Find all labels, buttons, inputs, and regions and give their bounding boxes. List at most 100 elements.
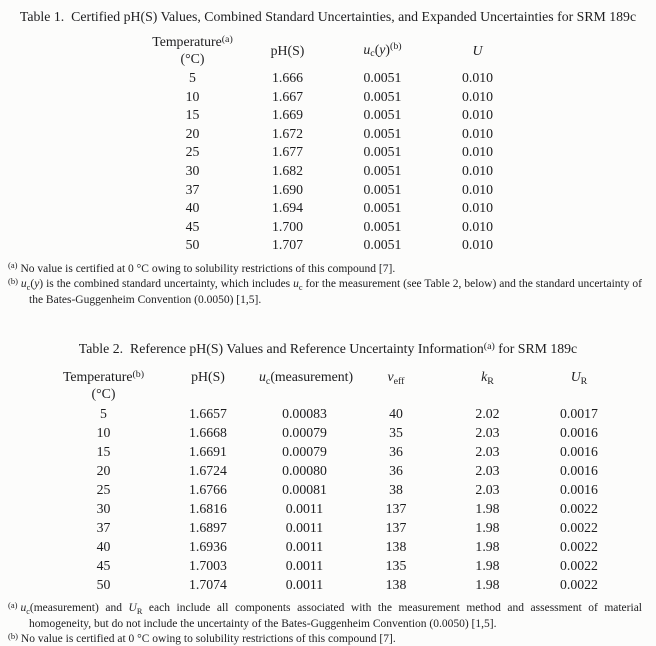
- ph-cell: 1.6897: [189, 520, 227, 536]
- table1-row: 20 1.672 0.0051 0.010: [145, 125, 525, 144]
- ph-cell: 1.6657: [189, 406, 227, 422]
- table1-header-temperature-unit: (°C): [180, 51, 205, 66]
- ur-cell: 0.0016: [560, 482, 598, 498]
- expanded-uncertainty-cell: 0.010: [461, 200, 494, 216]
- table2-title: Table 2. Reference pH(S) Values and Refer…: [0, 341, 656, 359]
- veff-cell: 137: [385, 501, 407, 517]
- table1-title-label: Table 1.: [19, 9, 65, 24]
- temperature-cell: 50: [96, 577, 111, 593]
- table1-footnote-b: (b) uc(y) is the combined standard uncert…: [8, 275, 642, 308]
- table2-row: 10 1.6668 0.00079 35 2.03 0.0016: [50, 423, 625, 442]
- expanded-uncertainty-cell: 0.010: [461, 88, 494, 104]
- expanded-uncertainty-cell: 0.010: [461, 70, 494, 85]
- table1-footnote-a-text: No value is certified at 0 °C owing to s…: [20, 262, 396, 275]
- table2-header-temperature-unit: (°C): [91, 386, 116, 402]
- table1-header-expanded-uncertainty-label: U: [472, 42, 483, 58]
- temperature-cell: 37: [185, 181, 200, 197]
- temperature-cell: 45: [96, 558, 111, 574]
- table2-row: 5 1.6657 0.00083 40 2.02 0.0017: [50, 404, 625, 423]
- table1-header-uc: uc(y)(b): [335, 34, 430, 69]
- table2-header-veff: veff: [350, 369, 442, 404]
- temperature-cell: 40: [185, 200, 200, 216]
- table2-header-temperature: Temperature(b) (°C): [50, 369, 157, 404]
- uc-measurement-cell: 0.00079: [282, 425, 327, 441]
- table2-header-uc-measurement: uc(measurement): [259, 369, 353, 404]
- temperature-cell: 5: [189, 70, 196, 85]
- table1-row: 15 1.669 0.0051 0.010: [145, 106, 525, 125]
- temperature-cell: 30: [96, 501, 111, 517]
- table2: Temperature(b) (°C) pH(S) uc(measurement…: [50, 369, 625, 594]
- ph-cell: 1.7074: [189, 577, 227, 593]
- kr-cell: 1.98: [475, 501, 500, 517]
- ur-cell: 0.0016: [560, 444, 598, 460]
- table2-body: 5 1.6657 0.00083 40 2.02 0.0017 10 1.666…: [50, 404, 625, 594]
- temperature-cell: 37: [96, 520, 111, 536]
- temperature-cell: 15: [96, 444, 111, 460]
- ph-cell: 1.707: [271, 237, 304, 253]
- ph-cell: 1.6936: [189, 539, 227, 555]
- uc-cell: 0.0051: [363, 88, 402, 104]
- table2-row: 15 1.6691 0.00079 36 2.03 0.0016: [50, 442, 625, 461]
- uc-measurement-cell: 0.00079: [282, 444, 327, 460]
- table1-title-text: Certified pH(S) Values, Combined Standar…: [71, 9, 637, 24]
- table1-row: 10 1.667 0.0051 0.010: [145, 88, 525, 107]
- ur-cell: 0.0016: [560, 463, 598, 479]
- ur-cell: 0.0022: [560, 520, 598, 536]
- uc-measurement-cell: 0.00080: [282, 463, 327, 479]
- kr-cell: 1.98: [475, 539, 500, 555]
- temperature-cell: 25: [185, 144, 200, 160]
- table1-section: Table 1. Certified pH(S) Values, Combined…: [0, 9, 656, 308]
- uc-cell: 0.0051: [363, 181, 402, 197]
- veff-cell: 40: [389, 406, 403, 422]
- uc-measurement-cell: 0.0011: [285, 539, 324, 555]
- temperature-cell: 10: [96, 425, 111, 441]
- temperature-cell: 20: [185, 125, 200, 141]
- footnote-marker-a: (a): [8, 260, 18, 271]
- uc-measurement-cell: 0.0011: [285, 520, 324, 536]
- table1: Temperature(a) (°C) pH(S) uc(y)(b) U 5 1…: [145, 34, 525, 255]
- temperature-cell: 10: [185, 88, 200, 104]
- table2-row: 45 1.7003 0.0011 135 1.98 0.0022: [50, 556, 625, 575]
- uc-measurement-cell: 0.0011: [285, 577, 324, 593]
- ur-cell: 0.0022: [560, 558, 598, 574]
- table1-row: 5 1.666 0.0051 0.010: [145, 69, 525, 88]
- footnote-marker-b: (b): [8, 275, 18, 286]
- table1-header: Temperature(a) (°C) pH(S) uc(y)(b) U: [145, 34, 525, 69]
- table1-header-temperature-main: Temperature(a): [152, 33, 233, 49]
- kr-cell: 2.03: [475, 463, 500, 479]
- ur-cell: 0.0022: [560, 539, 598, 555]
- expanded-uncertainty-cell: 0.010: [461, 237, 494, 253]
- expanded-uncertainty-cell: 0.010: [461, 107, 494, 123]
- table1-row: 50 1.707 0.0051 0.010: [145, 236, 525, 255]
- table2-header-temperature-main: Temperature(b): [62, 368, 145, 385]
- table2-header: Temperature(b) (°C) pH(S) uc(measurement…: [50, 369, 625, 404]
- kr-cell: 2.02: [475, 406, 500, 422]
- expanded-uncertainty-cell: 0.010: [461, 218, 494, 234]
- table1-row: 30 1.682 0.0051 0.010: [145, 162, 525, 181]
- expanded-uncertainty-cell: 0.010: [461, 181, 494, 197]
- uc-measurement-cell: 0.00083: [282, 406, 327, 422]
- table1-header-uc-label: uc(y)(b): [363, 41, 402, 60]
- ph-cell: 1.667: [271, 88, 304, 104]
- uc-measurement-cell: 0.0011: [285, 558, 324, 574]
- table2-header-ur: UR: [533, 369, 625, 404]
- table2-row: 20 1.6724 0.00080 36 2.03 0.0016: [50, 461, 625, 480]
- veff-cell: 135: [385, 558, 407, 574]
- table2-title-label: Table 2.: [78, 341, 124, 357]
- table1-row: 25 1.677 0.0051 0.010: [145, 143, 525, 162]
- table2-row: 37 1.6897 0.0011 137 1.98 0.0022: [50, 518, 625, 537]
- table2-row: 25 1.6766 0.00081 38 2.03 0.0016: [50, 480, 625, 499]
- temperature-cell: 5: [100, 406, 107, 422]
- uc-cell: 0.0051: [363, 125, 402, 141]
- table1-header-temperature: Temperature(a) (°C): [145, 34, 240, 69]
- table1-row: 45 1.700 0.0051 0.010: [145, 218, 525, 237]
- expanded-uncertainty-cell: 0.010: [461, 144, 494, 160]
- table2-header-ph: pH(S): [157, 369, 259, 404]
- table2-footnote-b-text: No value is certified at 0 °C owing to s…: [20, 633, 396, 646]
- veff-cell: 36: [389, 444, 403, 460]
- ph-cell: 1.6668: [189, 425, 227, 441]
- veff-cell: 38: [389, 482, 403, 498]
- ur-cell: 0.0017: [560, 406, 598, 422]
- kr-cell: 2.03: [475, 482, 500, 498]
